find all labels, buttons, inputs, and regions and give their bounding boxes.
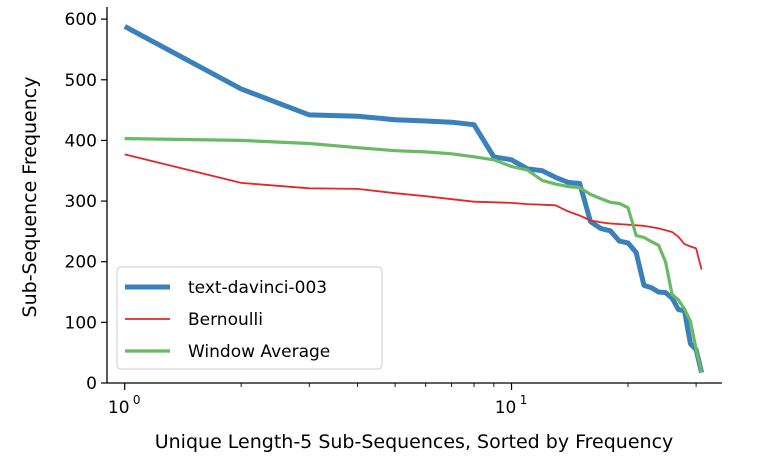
y-ticks: 0 100 200 300 400 500 600	[65, 10, 107, 394]
y-tick-label: 100	[65, 313, 97, 333]
legend: text-davinci-003 Bernoulli Window Average	[116, 266, 383, 370]
legend-label: text-davinci-003	[188, 278, 327, 298]
legend-box	[116, 266, 383, 370]
series-line-window-average	[124, 137, 704, 374]
x-tick-label: 10	[108, 398, 130, 418]
y-axis-label: Sub-Sequence Frequency	[19, 77, 41, 318]
x-tick-label: 10	[495, 398, 517, 418]
y-tick-label: 600	[65, 10, 97, 30]
series-line-bernoulli	[124, 153, 703, 270]
legend-label: Window Average	[188, 342, 330, 362]
x-ticks: 10 0 10 1	[108, 383, 697, 418]
legend-label: Bernoulli	[188, 310, 263, 330]
y-tick-label: 0	[86, 374, 97, 394]
y-tick-label: 400	[65, 131, 97, 151]
y-tick-label: 500	[65, 71, 97, 91]
series-line-text-davinci-003	[123, 24, 705, 374]
x-axis-label: Unique Length-5 Sub-Sequences, Sorted by…	[155, 431, 674, 453]
series-layer	[123, 24, 705, 374]
y-tick-label: 200	[65, 253, 97, 273]
x-tick-exponent: 0	[133, 393, 141, 407]
axes	[106, 7, 722, 384]
y-tick-label: 300	[65, 192, 97, 212]
x-tick-exponent: 1	[520, 393, 528, 407]
